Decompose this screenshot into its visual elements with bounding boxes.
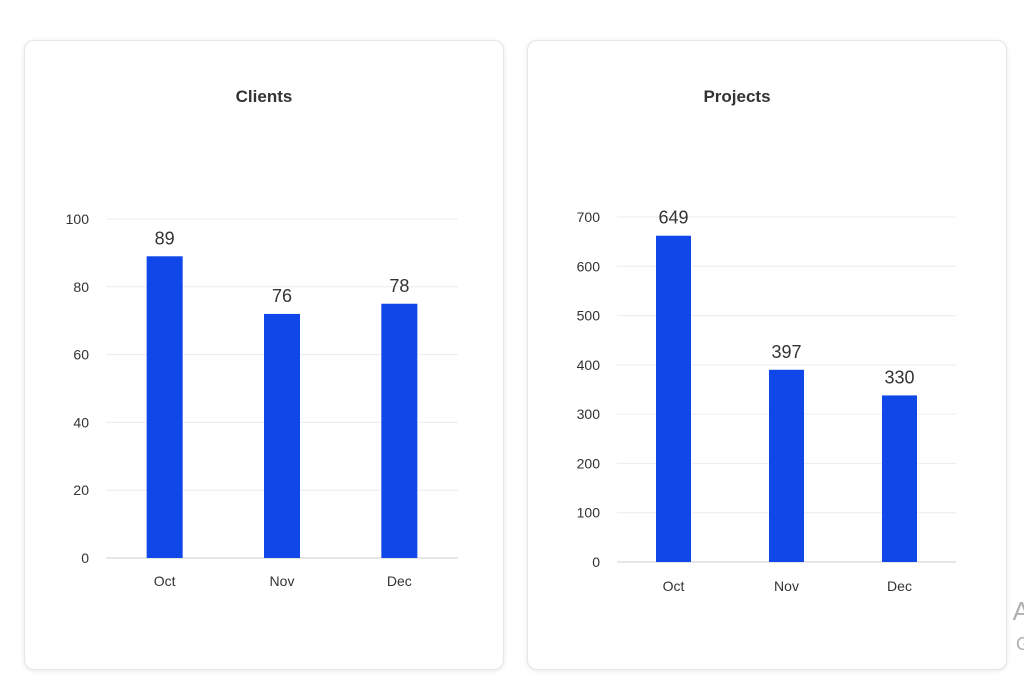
- data-label: 397: [771, 342, 801, 362]
- y-tick-label: 400: [577, 357, 601, 373]
- y-tick-label: 0: [81, 550, 89, 566]
- bar: [264, 313, 300, 558]
- y-tick-label: 100: [577, 505, 601, 521]
- partial-text: G: [1015, 634, 1024, 654]
- bar: [381, 303, 418, 558]
- y-tick-label: 40: [73, 414, 89, 430]
- projects-bar-chart: 0 100 200 300 400 500 600 700 649 Oct 397 Nov 330 Dec: [577, 208, 956, 594]
- y-tick-label: 600: [577, 258, 601, 274]
- data-label: 330: [884, 367, 914, 387]
- clients-card: Clients 0 20 40 60 80 100 89 Oct 76 Nov 78 Dec: [24, 40, 504, 670]
- x-category-label: Oct: [663, 578, 685, 594]
- y-tick-label: 300: [577, 406, 601, 422]
- bar: [146, 256, 183, 558]
- x-category-label: Nov: [270, 573, 295, 589]
- partial-text: A: [1012, 596, 1024, 626]
- chart-title: Projects: [703, 87, 771, 106]
- y-tick-label: 20: [73, 482, 89, 498]
- data-label: 78: [389, 276, 409, 296]
- y-tick-label: 100: [66, 211, 90, 227]
- bar: [769, 369, 804, 562]
- y-tick-label: 500: [577, 308, 601, 324]
- projects-card: Projects 0 100 200 300 400 500 600 700 649 Oct 397…: [527, 40, 1007, 670]
- data-label: 76: [272, 286, 292, 306]
- y-tick-label: 700: [577, 209, 601, 225]
- bar: [882, 395, 917, 562]
- data-label: 649: [658, 208, 688, 228]
- y-tick-label: 60: [73, 347, 89, 363]
- x-category-label: Oct: [154, 573, 176, 589]
- x-category-label: Dec: [887, 578, 912, 594]
- x-category-label: Dec: [387, 573, 412, 589]
- x-category-label: Nov: [774, 578, 799, 594]
- clients-bar-chart: 0 20 40 60 80 100 89 Oct 76 Nov 78 Dec: [66, 211, 458, 589]
- bar: [656, 235, 691, 562]
- data-label: 89: [155, 228, 175, 248]
- y-tick-label: 80: [73, 279, 89, 295]
- y-tick-label: 200: [577, 455, 601, 471]
- y-tick-label: 0: [592, 554, 600, 570]
- chart-title: Clients: [235, 87, 293, 106]
